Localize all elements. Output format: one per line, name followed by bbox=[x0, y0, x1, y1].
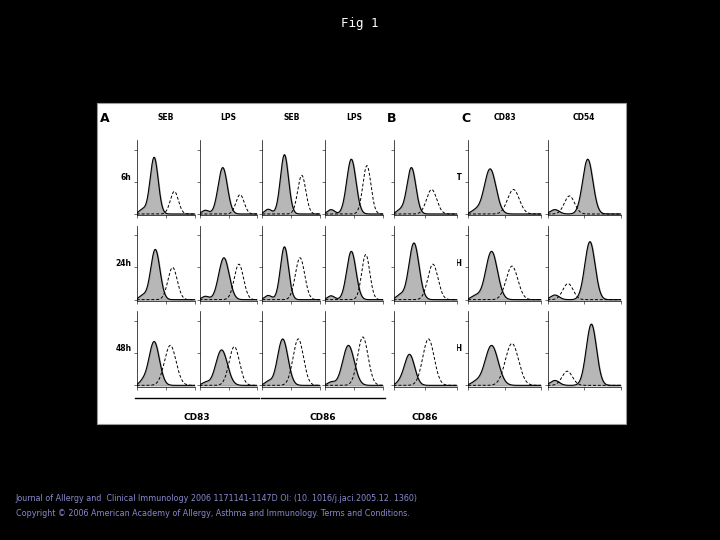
Text: SEB: SEB bbox=[396, 239, 411, 245]
Text: SEB: SEB bbox=[283, 113, 300, 122]
Text: 24h: 24h bbox=[116, 259, 132, 268]
Text: CD83: CD83 bbox=[493, 113, 516, 122]
Text: NT: NT bbox=[396, 153, 407, 159]
Text: A: A bbox=[100, 112, 109, 125]
Text: CD54: CD54 bbox=[573, 113, 595, 122]
Text: CD86: CD86 bbox=[310, 413, 336, 422]
Text: B: B bbox=[387, 112, 397, 125]
Text: 48h: 48h bbox=[115, 345, 132, 354]
Text: SEB
TNFR-Fc: SEB TNFR-Fc bbox=[396, 321, 429, 334]
Text: CD83: CD83 bbox=[184, 413, 210, 422]
Text: Fig 1: Fig 1 bbox=[341, 17, 379, 30]
Text: CD86: CD86 bbox=[412, 413, 438, 422]
Text: Journal of Allergy and  Clinical Immunology 2006 1171141-1147D OI: (10. 1016/j.j: Journal of Allergy and Clinical Immunolo… bbox=[16, 494, 418, 503]
Text: NT: NT bbox=[451, 173, 462, 182]
Text: 6h: 6h bbox=[121, 173, 132, 182]
Text: C: C bbox=[462, 112, 470, 125]
Text: 48H: 48H bbox=[445, 345, 462, 354]
Text: 24H: 24H bbox=[446, 259, 462, 268]
Text: Copyright © 2006 American Academy of Allergy, Asthma and Immunology. Terms and C: Copyright © 2006 American Academy of All… bbox=[16, 509, 410, 518]
Text: LPS: LPS bbox=[346, 113, 362, 122]
Text: SEB: SEB bbox=[158, 113, 174, 122]
Bar bbox=[97, 103, 626, 424]
Text: LPS: LPS bbox=[220, 113, 236, 122]
